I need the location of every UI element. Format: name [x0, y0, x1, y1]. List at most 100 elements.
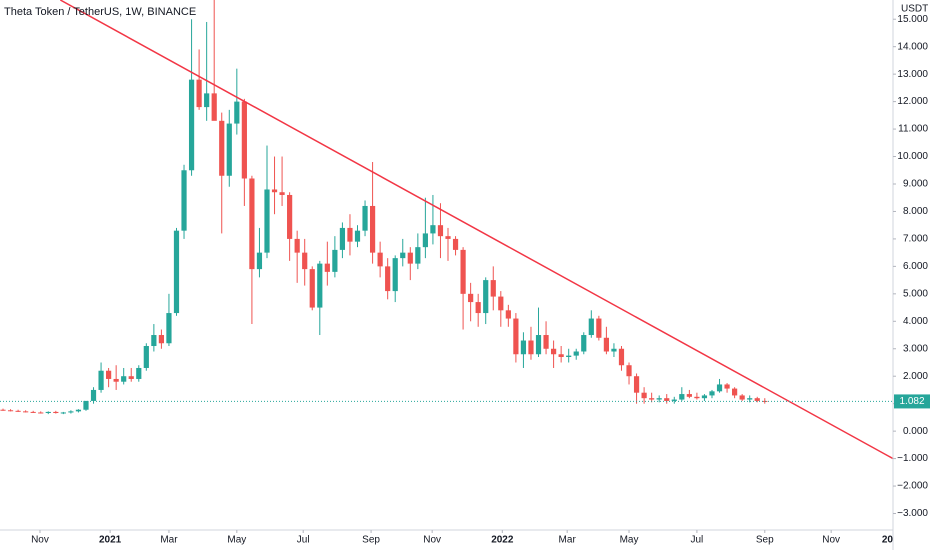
- candle-body: [249, 178, 255, 270]
- candle-body: [468, 293, 474, 303]
- x-tick-label: Sep: [756, 535, 774, 546]
- y-tick-label: 3.000: [903, 343, 928, 354]
- candle-body: [294, 238, 300, 253]
- candle-body: [535, 335, 542, 355]
- y-tick-label: 15.000: [897, 14, 928, 25]
- candle-body: [430, 225, 436, 234]
- candle-body: [566, 355, 572, 357]
- candle-body: [581, 335, 587, 352]
- candle-body: [762, 400, 768, 402]
- candle-body: [422, 233, 428, 248]
- candle-body: [83, 400, 89, 410]
- candle-body: [136, 367, 142, 379]
- candle-body: [106, 370, 112, 379]
- candle-body: [256, 252, 263, 270]
- x-tick-label: 2022: [491, 535, 514, 546]
- candle-body: [392, 258, 398, 292]
- y-tick-label: 4.000: [903, 316, 928, 327]
- candle-body: [686, 394, 692, 397]
- candle-body: [279, 192, 285, 195]
- x-tick-label: Nov: [423, 535, 441, 546]
- candle-body: [38, 412, 44, 414]
- candle-body: [7, 410, 14, 412]
- candle-body: [234, 101, 240, 124]
- y-tick-label: 9.000: [903, 179, 928, 190]
- candle-body: [143, 346, 149, 368]
- y-tick-label: −1.000: [897, 453, 928, 464]
- candle-body: [90, 389, 97, 401]
- candle-body: [181, 170, 187, 231]
- x-tick-label: May: [620, 535, 639, 546]
- chart-title: Theta Token / TetherUS, 1W, BINANCE: [4, 6, 196, 18]
- candle-body: [739, 395, 745, 400]
- candle-body: [611, 348, 617, 352]
- candle-body: [121, 376, 127, 382]
- candle-body: [241, 101, 247, 179]
- y-axis-label: USDT: [901, 4, 928, 15]
- candle-body: [649, 398, 655, 400]
- candle-body: [573, 351, 579, 356]
- candle-body: [724, 384, 730, 389]
- candle-body: [618, 348, 625, 366]
- candle-body: [347, 227, 353, 242]
- candle-body: [679, 394, 685, 400]
- candle-body: [309, 269, 315, 308]
- candle-body: [204, 93, 210, 108]
- candle-body: [332, 249, 338, 272]
- candle-body: [158, 335, 165, 344]
- candle-body: [664, 398, 670, 401]
- candle-body: [543, 335, 549, 349]
- candle-body: [128, 376, 134, 379]
- candle-body: [219, 120, 225, 176]
- candle-body: [415, 247, 421, 264]
- x-tick-label: Jul: [691, 535, 704, 546]
- candle-body: [513, 318, 519, 355]
- x-tick-label: Nov: [31, 535, 49, 546]
- candle-body: [558, 354, 564, 357]
- candle-body: [196, 79, 202, 108]
- candle-body: [671, 399, 677, 401]
- time-axis: [0, 530, 893, 550]
- price-scale: [893, 0, 932, 550]
- candle-body: [75, 409, 82, 412]
- candle-body: [113, 378, 119, 382]
- plot-area: [0, 0, 893, 460]
- candle-body: [264, 189, 270, 253]
- last-price-label: 1.082: [899, 396, 924, 407]
- last-price-box: [894, 394, 930, 409]
- y-tick-label: 12.000: [897, 96, 928, 107]
- candle-body: [701, 395, 708, 399]
- candle-body: [656, 398, 662, 400]
- candle-body: [483, 280, 489, 314]
- candle-body: [475, 302, 481, 314]
- x-tick-label: Nov: [822, 535, 840, 546]
- candle-body: [324, 263, 330, 272]
- x-tick-label: Sep: [362, 535, 380, 546]
- candle-body: [694, 396, 700, 399]
- candle-body: [317, 263, 323, 308]
- y-tick-label: −3.000: [897, 508, 928, 519]
- candle-body: [173, 230, 180, 314]
- trendline: [59, 0, 893, 460]
- candle-body: [166, 313, 172, 344]
- candle-body: [596, 318, 602, 338]
- candle-body: [354, 230, 361, 242]
- y-tick-label: 11.000: [898, 124, 928, 135]
- y-tick-label: −2.000: [897, 481, 928, 492]
- y-tick-label: 2.000: [903, 371, 928, 382]
- candle-body: [226, 123, 232, 176]
- candle-body: [23, 411, 29, 413]
- candle-body: [505, 310, 511, 319]
- y-tick-label: 5.000: [903, 288, 928, 299]
- candle-body: [377, 252, 383, 267]
- candle-body: [520, 340, 527, 355]
- candle-body: [151, 335, 157, 347]
- y-tick-label: 7.000: [903, 234, 928, 245]
- candle-body: [498, 296, 504, 311]
- x-tick-label: Jul: [297, 535, 310, 546]
- candle-body: [407, 252, 413, 264]
- x-tick-label: May: [227, 535, 246, 546]
- candle-body: [460, 249, 466, 294]
